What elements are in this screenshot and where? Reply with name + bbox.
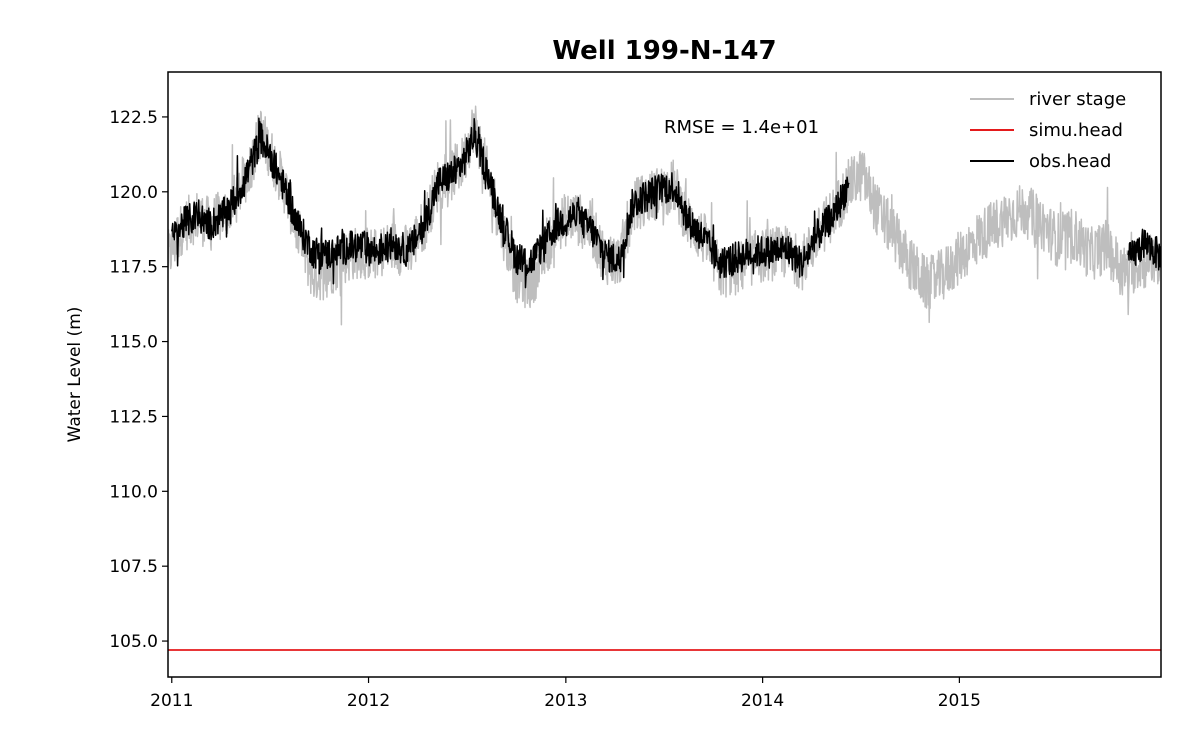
legend-label: simu.head xyxy=(1029,120,1123,141)
plot-area xyxy=(168,105,1161,651)
series-line-obs-head-1 xyxy=(1127,228,1161,271)
y-tick-label: 122.5 xyxy=(109,108,158,128)
y-tick-label: 115.0 xyxy=(109,333,158,353)
series-line-river-stage-0 xyxy=(168,105,1161,326)
rmse-annotation: RMSE = 1.4e+01 xyxy=(664,117,819,138)
y-tick-label: 107.5 xyxy=(109,557,158,577)
x-tick-label: 2014 xyxy=(741,691,784,711)
y-tick-label: 117.5 xyxy=(109,258,158,278)
y-tick-label: 120.0 xyxy=(109,183,158,203)
series-group xyxy=(168,105,1161,651)
y-tick-label: 105.0 xyxy=(109,632,158,652)
x-tick-label: 2013 xyxy=(544,691,587,711)
legend: river stage simu.head obs.head xyxy=(970,89,1126,172)
legend-label: obs.head xyxy=(1029,151,1111,172)
axes-frame xyxy=(167,71,1162,678)
y-tick-label: 112.5 xyxy=(109,407,158,427)
tick-group: 105.0 107.5 110.0 112.5 115.0 117.5 120.0 122.5… xyxy=(109,108,981,711)
series-line-obs-head-0 xyxy=(171,117,850,289)
x-tick-label: 2011 xyxy=(150,691,193,711)
x-tick-label: 2015 xyxy=(938,691,981,711)
y-tick-label: 110.0 xyxy=(109,482,158,502)
chart-title: Well 199-N-147 xyxy=(552,36,776,66)
x-tick-label: 2012 xyxy=(347,691,390,711)
y-axis-label: Water Level (m) xyxy=(65,307,85,443)
legend-label: river stage xyxy=(1029,89,1126,110)
